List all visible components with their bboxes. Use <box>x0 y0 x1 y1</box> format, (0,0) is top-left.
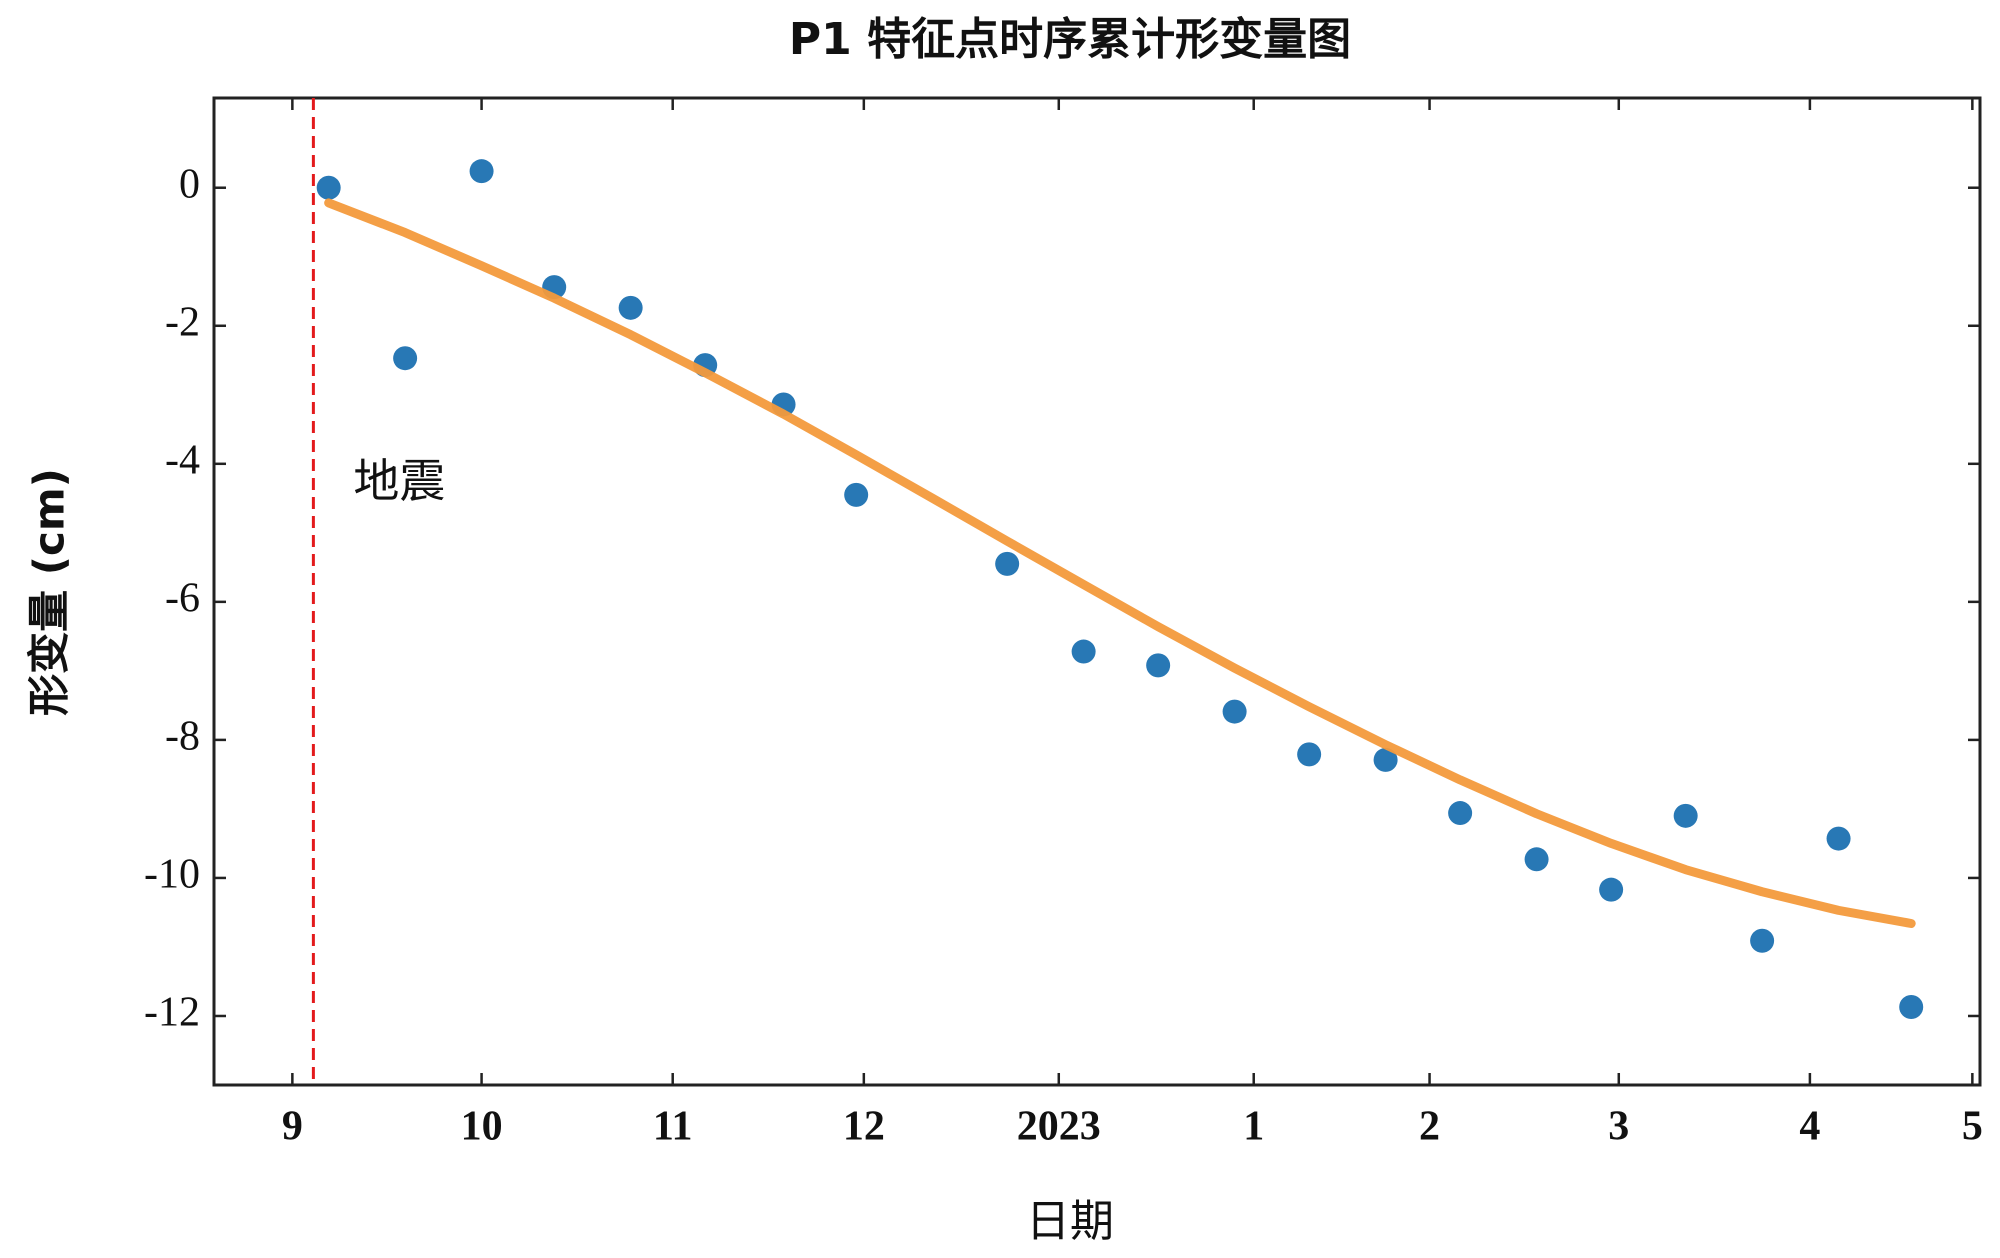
data-point <box>393 346 418 371</box>
plot-frame <box>212 96 1982 1087</box>
y-tick-label: -4 <box>165 437 200 483</box>
x-tick-label: 5 <box>1962 1104 1983 1150</box>
y-tick-label: -8 <box>165 714 200 760</box>
y-tick-label: 0 <box>179 161 200 207</box>
y-tick-label: -12 <box>144 990 200 1036</box>
y-tick-label: -10 <box>144 852 200 898</box>
y-tick-label: -2 <box>165 299 200 345</box>
x-tick-label: 10 <box>461 1104 503 1150</box>
data-point <box>1524 847 1549 872</box>
y-tick-label: -6 <box>165 575 200 621</box>
x-tick-label: 11 <box>653 1104 693 1150</box>
data-point <box>1826 826 1851 851</box>
x-tick-label: 9 <box>282 1104 303 1150</box>
data-point <box>1448 801 1473 826</box>
data-point <box>1146 653 1171 678</box>
data-point <box>1899 995 1924 1020</box>
data-point <box>1599 877 1624 902</box>
y-axis-label: 形变量 (cm) <box>25 468 74 716</box>
fit-line <box>324 198 1916 928</box>
data-point <box>1297 742 1322 767</box>
x-tick-label: 1 <box>1243 1104 1264 1150</box>
data-point <box>995 551 1020 576</box>
data-point <box>1750 928 1775 953</box>
x-tick-label: 2023 <box>1017 1104 1101 1150</box>
data-point <box>1673 803 1698 828</box>
x-tick-label: 3 <box>1608 1104 1629 1150</box>
x-tick-label: 4 <box>1799 1104 1820 1150</box>
data-point <box>844 482 869 507</box>
data-point <box>469 159 494 184</box>
data-point <box>316 175 341 200</box>
event-label: 地震 <box>353 454 445 508</box>
x-tick-label: 2 <box>1419 1104 1440 1150</box>
chart-title: P1 特征点时序累计形变量图 <box>789 14 1351 65</box>
x-axis-label: 日期 <box>1026 1196 1114 1247</box>
data-point <box>1222 699 1247 724</box>
x-tick-label: 12 <box>843 1104 885 1150</box>
data-point <box>1373 747 1398 772</box>
data-point <box>1071 639 1096 664</box>
data-point <box>618 295 643 320</box>
